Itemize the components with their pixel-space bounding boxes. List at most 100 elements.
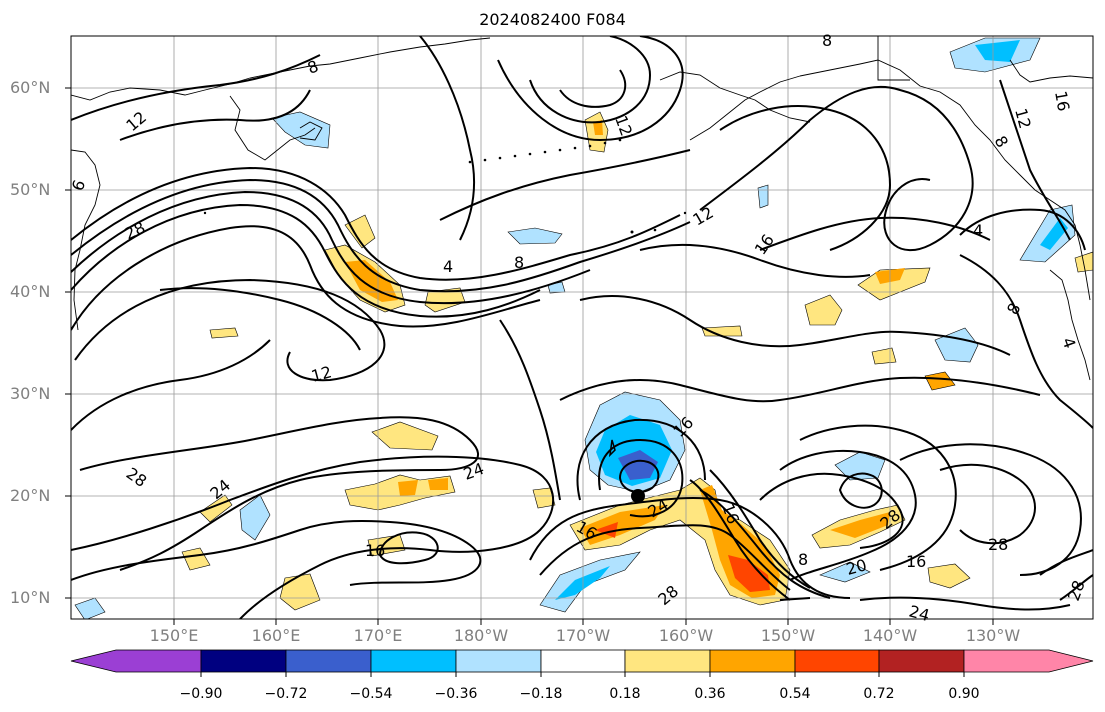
positive-shade-area	[1074, 251, 1093, 273]
contour-label: 28	[123, 464, 151, 491]
colorbar-segment	[878, 649, 965, 673]
lat-label: 60°N	[10, 78, 51, 97]
contour-label: 28	[654, 581, 682, 609]
contour-label: 12	[309, 362, 334, 386]
positive-shade-area	[593, 120, 603, 135]
lon-label: 180°W	[453, 626, 509, 645]
contour-label: 4	[973, 221, 983, 240]
colorbar-tick-label: −0.54	[349, 686, 393, 702]
lon-label: 140°W	[862, 626, 918, 645]
positive-shade-area	[345, 260, 398, 302]
lon-label: 150°W	[760, 626, 816, 645]
negative-shade-area	[239, 494, 271, 541]
positive-shade-area	[580, 505, 665, 545]
colorbar-tick-label: 0.36	[694, 686, 726, 702]
colorbar	[70, 649, 1094, 673]
colorbar-segment	[70, 649, 202, 673]
negative-shade-area	[618, 450, 658, 480]
contour-label: 16	[365, 541, 385, 560]
negative-shade-area	[1040, 218, 1068, 250]
negative-shade-area	[1019, 204, 1076, 263]
lat-label: 20°N	[10, 486, 51, 505]
contour-label: 16	[751, 231, 778, 259]
contour-label: 8	[1003, 300, 1025, 318]
positive-shade-area	[927, 563, 971, 589]
colorbar-tick-label: 0.54	[779, 686, 811, 702]
contour-label: 16	[906, 552, 926, 571]
positive-shade-area	[428, 478, 448, 490]
contour-label: 12	[690, 203, 717, 230]
negative-shade-area	[934, 327, 979, 363]
lon-label: 170°W	[555, 626, 611, 645]
colorbar-segment	[370, 649, 457, 673]
negative-shade-area	[74, 597, 106, 619]
lat-label: 40°N	[10, 282, 51, 301]
colorbar-tick-label: 0.18	[609, 686, 641, 702]
contour-label: 8	[798, 550, 808, 569]
storm-contour-tip	[608, 439, 616, 458]
positive-shade-area	[181, 547, 211, 571]
colorbar-tick-label: −0.18	[519, 686, 563, 702]
colorbar-tick-label: 0.72	[863, 686, 895, 702]
colorbar-segment	[709, 649, 796, 673]
positive-shade-area	[924, 371, 956, 391]
map-frame	[70, 35, 1094, 620]
contour-label: 24	[461, 459, 487, 484]
positive-shade-area	[532, 487, 556, 509]
positive-shade-area	[728, 555, 770, 592]
colorbar-segment	[200, 649, 287, 673]
positive-shade-area	[279, 573, 321, 611]
storm-center-marker	[631, 489, 645, 503]
contour-label: 4	[443, 257, 453, 276]
positive-shade-area	[344, 214, 376, 249]
colorbar-ticks	[200, 672, 965, 677]
colorbar-segment	[794, 649, 880, 673]
contour-label: 16	[1051, 89, 1073, 112]
colorbar-segment	[624, 649, 711, 673]
contour-label: 8	[305, 56, 321, 77]
colorbar-segment	[285, 649, 372, 673]
negative-shade-area	[975, 40, 1020, 62]
colorbar-tick-label: −0.36	[434, 686, 478, 702]
colorbar-segment	[963, 649, 1094, 673]
map-title: 2024082400 F084	[479, 10, 626, 29]
colorbar-tick-label: 0.90	[948, 686, 980, 702]
contour-label: 28	[988, 535, 1008, 554]
contour-label: 8	[514, 253, 524, 272]
positive-shade-area	[371, 421, 439, 451]
shading-layer	[74, 37, 1093, 619]
lon-label: 130°W	[965, 626, 1021, 645]
lat-label: 10°N	[10, 588, 51, 607]
contour-label: 28	[122, 218, 148, 244]
contour-lines	[71, 36, 1093, 619]
positive-shade-area	[209, 327, 239, 339]
lon-label: 150°E	[149, 626, 199, 645]
lon-label: 160°E	[251, 626, 301, 645]
contour-label: 8	[991, 133, 1013, 151]
contour-label: 8	[822, 31, 832, 50]
lat-label: 30°N	[10, 384, 51, 403]
contour-label: 24	[907, 602, 932, 626]
lat-label: 50°N	[10, 180, 51, 199]
contour-label: 4	[1058, 335, 1079, 351]
positive-shade-area	[804, 294, 843, 326]
colorbar-segment	[455, 649, 542, 673]
contour-label: 20	[844, 555, 869, 579]
negative-shade-area	[507, 227, 563, 245]
contour-label: 24	[206, 475, 234, 503]
positive-shade-area	[398, 480, 418, 496]
colorbar-tick-label: −0.72	[264, 686, 308, 702]
positive-shade-area	[830, 512, 890, 538]
island-chain	[203, 138, 687, 234]
lon-label: 160°W	[658, 626, 714, 645]
negative-shade-area	[819, 561, 871, 583]
contour-label: 12	[1011, 106, 1035, 131]
axis-ticks	[65, 87, 994, 625]
positive-shade-area	[701, 325, 743, 337]
positive-shade-area	[871, 347, 897, 365]
negative-shade-area	[757, 184, 769, 209]
negative-shade-area	[555, 566, 610, 600]
colorbar-segment	[540, 649, 626, 673]
positive-shade-area	[595, 522, 618, 538]
